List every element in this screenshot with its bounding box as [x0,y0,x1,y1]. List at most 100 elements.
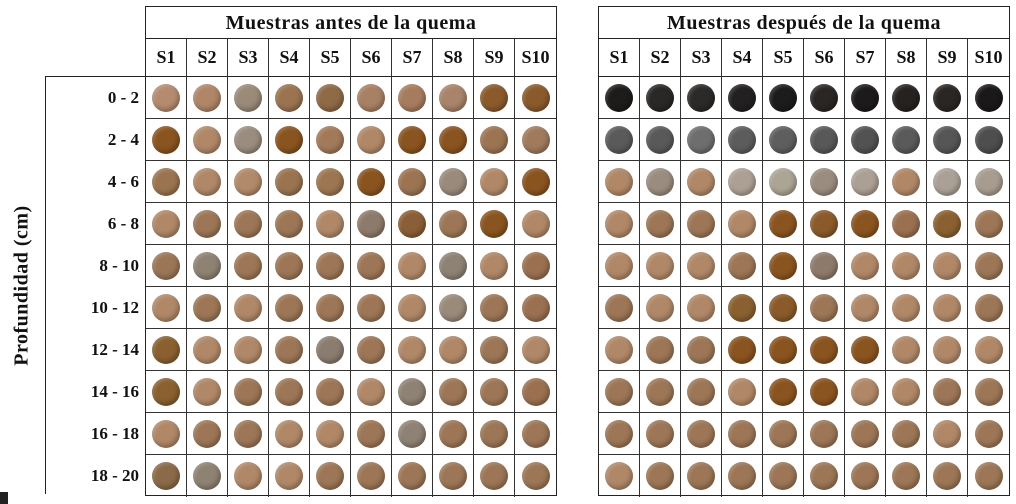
soil-sample-disc [933,419,961,448]
soil-sample-disc [892,462,920,490]
sample-cell [927,245,968,287]
sample-cell [515,119,556,161]
soil-sample-disc [810,167,838,196]
sample-header: S1 [146,39,187,77]
soil-sample-disc [480,83,508,112]
soil-sample-disc [521,419,550,448]
soil-sample-disc [810,335,838,364]
sample-cell [763,161,804,203]
soil-sample-disc [521,251,550,280]
sample-cell [886,287,927,329]
soil-sample-disc [605,125,633,154]
soil-sample-disc [933,377,961,406]
soil-sample-disc [728,251,756,280]
soil-sample-disc [234,377,262,406]
soil-sample-disc [974,251,1003,280]
panel-title: Muestras antes de la quema [145,6,557,38]
soil-sample-disc [646,462,674,490]
sample-cell [927,203,968,245]
soil-sample-disc [439,83,467,112]
sample-cell [845,455,886,497]
soil-sample-disc [851,419,879,448]
sample-header: S2 [187,39,228,77]
soil-sample-disc [275,419,303,448]
soil-sample-disc [974,209,1003,238]
soil-sample-disc [769,167,797,196]
sample-cell [433,161,474,203]
sample-cell [433,413,474,455]
soil-sample-disc [152,209,180,238]
soil-sample-disc [398,167,426,196]
sample-cell [310,161,351,203]
sample-cell [433,287,474,329]
soil-sample-disc [851,125,879,154]
sample-cell [763,203,804,245]
sample-cell [187,77,228,119]
soil-sample-disc [275,125,303,154]
soil-sample-disc [316,209,344,238]
soil-sample-disc [357,462,385,490]
soil-sample-disc [275,335,303,364]
soil-sample-disc [769,125,797,154]
soil-sample-disc [892,83,920,112]
sample-cell [804,455,845,497]
soil-sample-disc [439,377,467,406]
sample-cell [681,77,722,119]
sample-cell [845,203,886,245]
sample-cell [310,119,351,161]
soil-sample-disc [316,419,344,448]
sample-cell [968,161,1009,203]
soil-sample-disc [810,419,838,448]
depth-label: 12 - 14 [90,340,139,359]
soil-sample-disc [193,125,221,154]
sample-cell [763,245,804,287]
sample-cell [640,329,681,371]
sample-cell [351,287,392,329]
sample-cell [433,329,474,371]
soil-sample-disc [193,167,221,196]
sample-cell [640,287,681,329]
soil-sample-disc [892,251,920,280]
sample-cell [681,203,722,245]
soil-sample-disc [521,462,550,490]
soil-sample-disc [398,462,426,490]
sample-cell [599,119,640,161]
sample-cell [640,119,681,161]
sample-cell [474,77,515,119]
depth-label: 0 - 2 [107,88,139,107]
soil-sample-disc [728,335,756,364]
soil-sample-disc [439,419,467,448]
soil-sample-disc [728,419,756,448]
depth-label: 2 - 4 [107,130,139,149]
sample-cell [474,329,515,371]
soil-sample-disc [398,125,426,154]
soil-sample-disc [480,251,508,280]
soil-sample-disc [521,83,550,112]
soil-sample-disc [439,462,467,490]
sample-cell [845,371,886,413]
soil-sample-disc [687,209,715,238]
sample-cell [927,77,968,119]
soil-sample-disc [234,251,262,280]
sample-cell [722,203,763,245]
sample-cell [228,119,269,161]
soil-sample-disc [933,462,961,490]
sample-cell [681,329,722,371]
soil-sample-disc [234,83,262,112]
sample-cell [392,119,433,161]
soil-sample-disc [974,167,1003,196]
sample-cell [228,77,269,119]
soil-sample-disc [275,167,303,196]
soil-sample-disc [974,293,1003,322]
soil-sample-disc [728,83,756,112]
sample-cell [433,371,474,413]
soil-sample-disc [851,377,879,406]
sample-header: S8 [886,39,927,77]
sample-header: S8 [433,39,474,77]
soil-sample-disc [480,462,508,490]
soil-sample-disc [193,83,221,112]
sample-cell [392,161,433,203]
soil-sample-disc [687,462,715,490]
soil-sample-disc [605,335,633,364]
soil-sample-disc [316,293,344,322]
